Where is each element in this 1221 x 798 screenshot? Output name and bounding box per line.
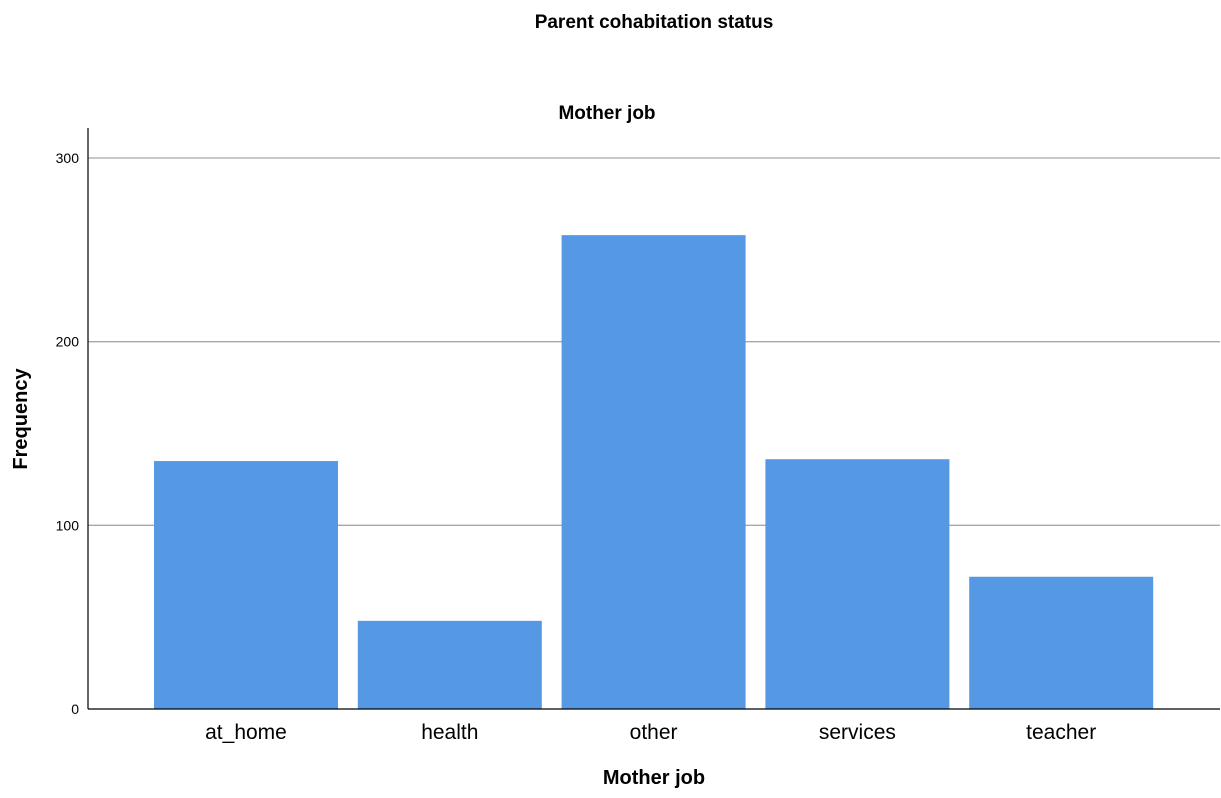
x-tick-label: teacher [1026, 721, 1096, 744]
y-axis-label: Frequency [10, 368, 32, 470]
x-axis-label: Mother job [603, 767, 705, 789]
y-tick-labels: 0 100 200 300 [56, 150, 80, 717]
bar-health [357, 620, 542, 709]
bar-at_home [154, 461, 338, 709]
bar-services [765, 459, 950, 709]
bar-teacher [969, 576, 1154, 709]
x-tick-label: at_home [205, 721, 287, 744]
bars [154, 235, 1154, 709]
x-tick-labels: at_home health other services teacher [205, 721, 1096, 744]
x-tick-label: health [421, 721, 478, 744]
y-tick-label: 100 [56, 517, 80, 533]
x-tick-label: services [819, 721, 896, 744]
x-tick-label: other [630, 721, 678, 744]
chart-title: Parent cohabitation status [535, 12, 774, 33]
y-tick-label: 300 [56, 150, 80, 166]
y-tick-label: 200 [56, 334, 80, 350]
bar-other [561, 235, 746, 709]
chart-subtitle: Mother job [558, 103, 655, 124]
y-tick-label: 0 [71, 701, 79, 717]
